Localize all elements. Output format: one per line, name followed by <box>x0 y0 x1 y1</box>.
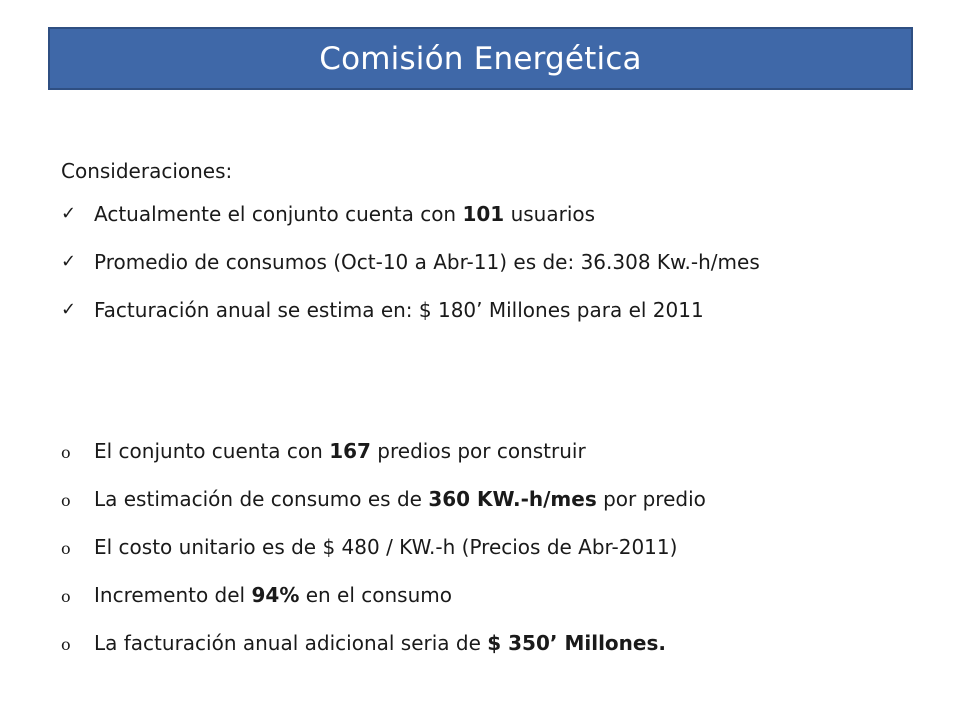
list-item-text: El costo unitario es de $ 480 / KW.-h (P… <box>94 535 678 559</box>
list-item: o El costo unitario es de $ 480 / KW.-h … <box>61 533 706 581</box>
slide-title: Comisión Energética <box>319 40 642 77</box>
list-item-text: Incremento del 94% en el consumo <box>94 583 452 607</box>
list-item-text: La estimación de consumo es de 360 KW.-h… <box>94 487 706 511</box>
list-item: o El conjunto cuenta con 167 predios por… <box>61 437 706 485</box>
list-item: ✓ Actualmente el conjunto cuenta con 101… <box>61 200 760 248</box>
list-item: ✓ Promedio de consumos (Oct-10 a Abr-11)… <box>61 248 760 296</box>
list-item-text: Actualmente el conjunto cuenta con 101 u… <box>94 202 596 226</box>
checkmark-icon: ✓ <box>61 203 77 224</box>
circle-bullet-icon: o <box>61 587 71 606</box>
projection-list: o El conjunto cuenta con 167 predios por… <box>61 437 706 677</box>
circle-bullet-icon: o <box>61 491 71 510</box>
checkmark-icon: ✓ <box>61 299 77 320</box>
considerations-heading: Consideraciones: <box>61 159 233 183</box>
list-item-text: Promedio de consumos (Oct-10 a Abr-11) e… <box>94 250 760 274</box>
list-item-text: La facturación anual adicional seria de … <box>94 631 666 655</box>
considerations-list: ✓ Actualmente el conjunto cuenta con 101… <box>61 200 760 344</box>
circle-bullet-icon: o <box>61 539 71 558</box>
list-item: o La estimación de consumo es de 360 KW.… <box>61 485 706 533</box>
circle-bullet-icon: o <box>61 443 71 462</box>
list-item-text: Facturación anual se estima en: $ 180’ M… <box>94 298 704 322</box>
list-item: o La facturación anual adicional seria d… <box>61 629 706 677</box>
title-banner: Comisión Energética <box>48 27 913 90</box>
circle-bullet-icon: o <box>61 635 71 654</box>
list-item-text: El conjunto cuenta con 167 predios por c… <box>94 439 586 463</box>
list-item: o Incremento del 94% en el consumo <box>61 581 706 629</box>
checkmark-icon: ✓ <box>61 251 77 272</box>
list-item: ✓ Facturación anual se estima en: $ 180’… <box>61 296 760 344</box>
